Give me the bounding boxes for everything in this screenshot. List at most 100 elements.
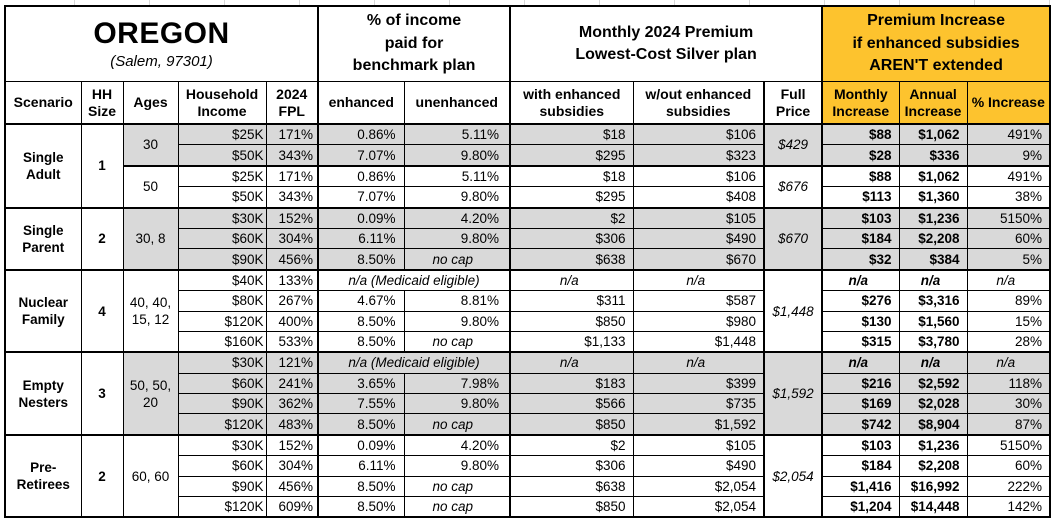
cell-wout-subsidies: n/a bbox=[632, 268, 765, 292]
cell-ages: 50 bbox=[122, 164, 179, 209]
cell-unenhanced: no cap bbox=[403, 413, 511, 436]
cell-fpl: 343% bbox=[265, 144, 319, 167]
cell-wout-subsidies: $587 bbox=[632, 290, 765, 312]
table-row: 50 $25K 171% 0.86% 5.11% $18 $106 $676 $88 $1,062… bbox=[5, 164, 1051, 209]
cell-monthly-increase: $88 bbox=[821, 164, 900, 188]
cell-enhanced: 8.50% bbox=[317, 330, 405, 353]
cell-hh-size: 3 bbox=[80, 351, 124, 436]
cell-medicaid-note: n/a (Medicaid eligible) bbox=[317, 351, 511, 374]
cell-fpl: 609% bbox=[265, 496, 319, 518]
cell-monthly-increase: $216 bbox=[821, 372, 900, 395]
cell-pct-increase: n/a bbox=[966, 268, 1051, 292]
cell-fpl: 304% bbox=[265, 455, 319, 477]
cell-monthly-increase: $1,204 bbox=[821, 496, 900, 518]
column-header-monthly-increase: Monthly Increase bbox=[821, 81, 900, 125]
column-header-with-subsidies: with enhanced subsidies bbox=[509, 81, 634, 125]
section-title-line: Premium Increase bbox=[867, 12, 1005, 30]
cell-with-subsidies: $2 bbox=[509, 433, 634, 457]
cell-unenhanced: 9.80% bbox=[403, 144, 511, 167]
table-row: $160K 533% 8.50% no cap $1,133 $1,448 $315 $3,7… bbox=[5, 330, 1051, 353]
cell-annual-increase: $1,062 bbox=[898, 164, 968, 188]
cell-hh-size: 1 bbox=[80, 123, 124, 209]
cell-pct-increase: 9% bbox=[966, 144, 1051, 167]
cell-annual-increase: $16,992 bbox=[898, 475, 968, 498]
column-header-hh-size: HH Size bbox=[80, 81, 124, 125]
cell-wout-subsidies: $2,054 bbox=[632, 496, 765, 518]
cell-monthly-increase: $742 bbox=[821, 413, 900, 436]
cell-income: $90K bbox=[177, 393, 267, 415]
cell-income: $40K bbox=[177, 268, 267, 292]
cell-wout-subsidies: $1,592 bbox=[632, 413, 765, 436]
cell-income: $25K bbox=[177, 123, 267, 146]
table-row: $60K 304% 6.11% 9.80% $306 $490 $184 $2,208 60% bbox=[5, 227, 1051, 250]
column-header-full-price: Full Price bbox=[763, 81, 823, 125]
cell-pct-increase: 87% bbox=[966, 413, 1051, 436]
cell-pct-increase: n/a bbox=[966, 351, 1051, 374]
cell-annual-increase: $1,560 bbox=[898, 310, 968, 332]
cell-income: $50K bbox=[177, 186, 267, 209]
increase-section-header: Premium Increase if enhanced subsidies ARE… bbox=[821, 5, 1051, 82]
cell-with-subsidies: $311 bbox=[509, 290, 634, 312]
cell-with-subsidies: $850 bbox=[509, 496, 634, 518]
header-row-columns: Scenario HH Size Ages Household Income 2024 … bbox=[4, 81, 1051, 125]
column-header-wout-subsidies: w/out enhanced subsidies bbox=[632, 81, 765, 125]
table-row: $120K 400% 8.50% 9.80% $850 $980 $130 $1,560 15% bbox=[5, 310, 1051, 332]
cell-annual-increase: $1,360 bbox=[898, 186, 968, 209]
cell-pct-increase: 15% bbox=[966, 310, 1051, 332]
cell-unenhanced: 8.81% bbox=[403, 290, 511, 312]
cell-wout-subsidies: n/a bbox=[632, 351, 765, 374]
cell-unenhanced: no cap bbox=[403, 248, 511, 271]
cell-annual-increase: $2,208 bbox=[898, 227, 968, 250]
premium-section-header: Monthly 2024 Premium Lowest-Cost Silver p… bbox=[509, 5, 823, 82]
cell-income: $30K bbox=[177, 351, 267, 374]
cell-wout-subsidies: $106 bbox=[632, 164, 765, 188]
cell-monthly-increase: $32 bbox=[821, 248, 900, 271]
cell-pct-increase: 5150% bbox=[966, 433, 1051, 457]
table-row: $90K 362% 7.55% 9.80% $566 $735 $169 $2,028 30% bbox=[5, 393, 1051, 415]
cell-with-subsidies: $638 bbox=[509, 475, 634, 498]
cell-annual-increase: $1,236 bbox=[898, 433, 968, 457]
cell-income: $90K bbox=[177, 475, 267, 498]
cell-unenhanced: no cap bbox=[403, 496, 511, 518]
cell-wout-subsidies: $106 bbox=[632, 123, 765, 146]
table-row: $120K 483% 8.50% no cap $850 $1,592 $742 $8,904… bbox=[5, 413, 1051, 436]
cell-income: $25K bbox=[177, 164, 267, 188]
table-row: $90K 456% 8.50% no cap $638 $2,054 $1,416 $16,9… bbox=[5, 475, 1051, 498]
cell-fpl: 362% bbox=[265, 393, 319, 415]
cell-fpl: 343% bbox=[265, 186, 319, 209]
cell-full-price: $1,448 bbox=[763, 268, 823, 353]
cell-income: $120K bbox=[177, 413, 267, 436]
cell-monthly-increase: $184 bbox=[821, 227, 900, 250]
cell-pct-increase: 60% bbox=[966, 455, 1051, 477]
cell-fpl: 483% bbox=[265, 413, 319, 436]
cell-pct-increase: 38% bbox=[966, 186, 1051, 209]
cell-enhanced: 0.86% bbox=[317, 164, 405, 188]
cell-with-subsidies: n/a bbox=[509, 268, 634, 292]
cell-full-price: $676 bbox=[763, 164, 823, 209]
cell-unenhanced: 5.11% bbox=[403, 164, 511, 188]
section-title-line: Lowest-Cost Silver plan bbox=[575, 46, 757, 63]
cell-unenhanced: 9.80% bbox=[403, 455, 511, 477]
cell-with-subsidies: $850 bbox=[509, 310, 634, 332]
cell-scenario: Single Adult bbox=[4, 123, 82, 209]
section-title-line: Monthly 2024 Premium bbox=[578, 23, 754, 41]
cell-fpl: 121% bbox=[265, 351, 319, 374]
cell-pct-increase: 5150% bbox=[966, 206, 1051, 229]
cell-unenhanced: 4.20% bbox=[403, 433, 511, 457]
cell-monthly-increase: $113 bbox=[821, 186, 900, 209]
cell-annual-increase: $3,316 bbox=[898, 290, 968, 312]
cell-with-subsidies: $2 bbox=[509, 206, 634, 229]
cell-with-subsidies: $18 bbox=[509, 123, 634, 146]
cell-monthly-increase: n/a bbox=[821, 351, 900, 374]
cell-wout-subsidies: $2,054 bbox=[632, 475, 765, 498]
cell-annual-increase: $3,780 bbox=[898, 330, 968, 353]
cell-unenhanced: 9.80% bbox=[403, 310, 511, 332]
table-row: Nuclear Family 4 40, 40, 15, 12 $40K 133% n/a… bbox=[4, 268, 1051, 353]
cell-enhanced: 7.07% bbox=[317, 144, 405, 167]
header-row-sections: OREGON (Salem, 97301) % of income paid for b… bbox=[4, 5, 1051, 82]
cell-pct-increase: 5% bbox=[966, 248, 1051, 271]
cell-hh-size: 4 bbox=[80, 268, 124, 353]
cell-full-price: $429 bbox=[763, 123, 823, 167]
cell-enhanced: 8.50% bbox=[317, 496, 405, 518]
cell-enhanced: 3.65% bbox=[317, 372, 405, 395]
